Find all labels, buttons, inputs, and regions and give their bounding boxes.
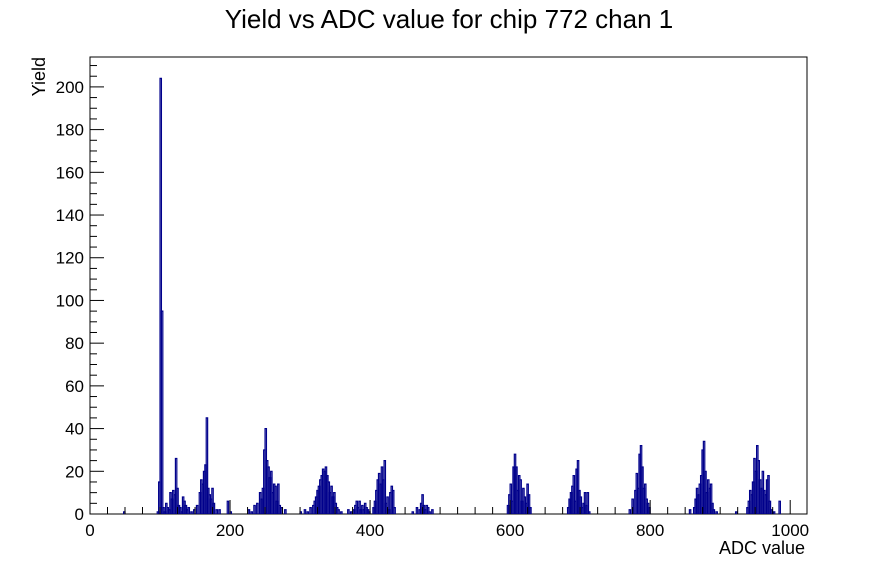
x-tick-label: 400: [356, 521, 384, 540]
y-tick-label: 40: [65, 420, 84, 439]
histogram-bin: [527, 494, 531, 514]
histogram-bin: [688, 509, 692, 514]
histogram-bin: [431, 509, 434, 514]
histogram-bin: [579, 496, 583, 514]
histogram-bin: [179, 506, 182, 514]
histogram-bin: [767, 474, 770, 514]
plot-frame: [89, 56, 808, 515]
histogram-bin: [212, 502, 216, 514]
histogram-bin: [426, 506, 430, 514]
histogram-bin: [187, 506, 191, 514]
y-tick-label: 160: [56, 163, 84, 182]
histogram-bin: [587, 511, 591, 514]
histogram-bin: [393, 506, 396, 514]
y-axis-label: Yield: [29, 57, 49, 96]
x-axis-label: ADC value: [719, 538, 805, 558]
y-tick-label: 140: [56, 206, 84, 225]
histogram-bin: [415, 506, 419, 514]
histogram-bin: [583, 492, 587, 514]
histogram-bin: [176, 487, 179, 514]
histogram-bin: [519, 479, 522, 514]
histogram-bin: [190, 511, 193, 514]
histogram-bin: [205, 417, 209, 514]
histogram-bin: [211, 487, 214, 514]
y-tick-label: 20: [65, 462, 84, 481]
histogram-bin: [309, 506, 312, 514]
x-tick-label: 0: [85, 521, 94, 540]
histogram-bin: [277, 483, 280, 514]
histogram-bin: [769, 509, 773, 514]
histogram-bin: [306, 511, 310, 514]
histogram-bin: [778, 500, 781, 514]
histogram-bin: [772, 511, 776, 514]
y-tick-label: 120: [56, 249, 84, 268]
histogram-bin: [218, 509, 221, 514]
histogram-bin: [529, 506, 532, 514]
histogram-bin: [712, 509, 716, 514]
histogram-bin: [250, 511, 254, 514]
x-tick-label: 1000: [771, 521, 809, 540]
histogram-bin: [572, 474, 576, 514]
histogram-bin: [711, 502, 714, 514]
histogram-bin: [340, 511, 343, 514]
histogram-bin: [253, 504, 256, 514]
x-tick-label: 200: [216, 521, 244, 540]
histogram-bin: [386, 496, 389, 514]
histogram-bin: [174, 457, 178, 514]
histogram-bin: [715, 511, 718, 514]
histogram-bin: [428, 511, 431, 514]
x-tick-label: 600: [496, 521, 524, 540]
histogram-bin: [279, 506, 283, 514]
histogram-bin: [160, 310, 164, 514]
y-tick-label: 180: [56, 121, 84, 140]
histogram-bin: [586, 492, 590, 514]
x-tick-label: 800: [636, 521, 664, 540]
histogram-bin: [411, 511, 415, 514]
y-tick-label: 100: [56, 291, 84, 310]
histogram-bin: [162, 506, 165, 514]
histogram-bin: [358, 500, 361, 514]
histogram-bin: [509, 483, 513, 514]
y-tick-label: 60: [65, 377, 84, 396]
histogram-bin: [576, 460, 580, 514]
histogram-bin: [421, 494, 424, 514]
histogram-bin: [303, 509, 307, 514]
histogram-bin: [215, 509, 219, 514]
histogram-bin: [628, 509, 632, 514]
histogram-bin: [734, 511, 738, 514]
histogram-bin: [195, 504, 199, 514]
histogram-bin: [226, 500, 230, 514]
histogram-bin: [337, 509, 340, 514]
histogram-bin: [709, 483, 713, 514]
y-tick-label: 200: [56, 78, 84, 97]
y-tick-label: 80: [65, 334, 84, 353]
chart-title: Yield vs ADC value for chip 772 chan 1: [225, 4, 674, 34]
histogram-bin: [159, 77, 163, 514]
histogram-bin: [347, 509, 350, 514]
histogram-bin: [284, 509, 287, 514]
histogram-bin: [391, 489, 395, 514]
histogram-bin: [631, 498, 634, 514]
plot-area: 0 200 400 600 800 1000 0 20 40 60 80 100 120 140 160 18…: [56, 56, 809, 540]
histogram-bin: [256, 502, 259, 514]
histogram-bin: [274, 485, 277, 514]
histogram-bin: [247, 509, 251, 514]
histogram-bin: [768, 500, 772, 514]
y-tick-label: 0: [75, 505, 84, 524]
histogram-bin: [349, 511, 353, 514]
histogram-bin: [383, 460, 387, 514]
